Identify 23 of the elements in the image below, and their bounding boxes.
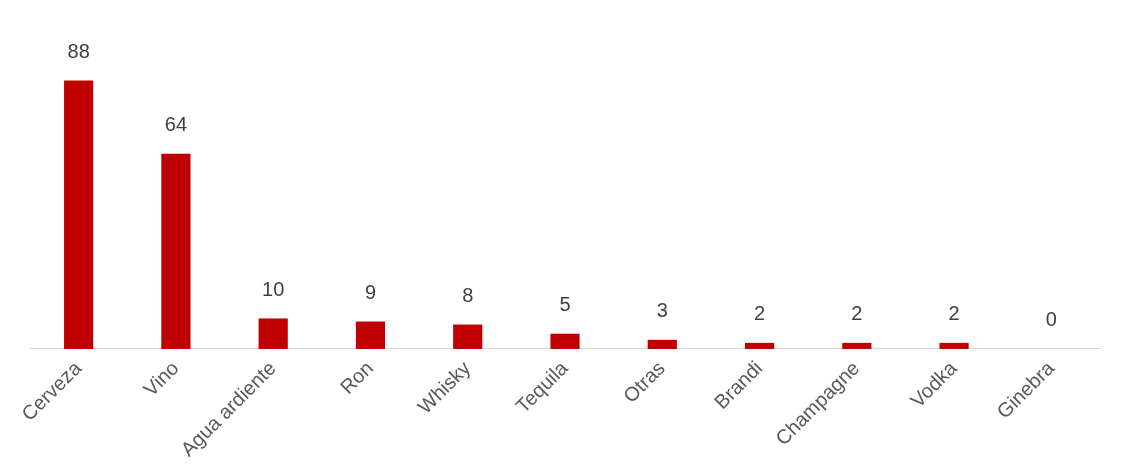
bar (647, 339, 677, 349)
bar (744, 342, 775, 349)
data-label: 64 (164, 113, 188, 136)
x-tick-label: Ron (335, 356, 378, 399)
data-label: 8 (462, 284, 474, 307)
data-label: 88 (67, 40, 90, 63)
data-label: 3 (656, 299, 668, 322)
data-label: 2 (948, 302, 960, 325)
bar (939, 342, 969, 349)
data-label: 2 (851, 302, 863, 325)
x-tick-label: Vino (139, 356, 183, 401)
bar (161, 153, 191, 349)
data-label: 10 (262, 277, 285, 300)
bar (258, 318, 288, 349)
bar (64, 80, 94, 349)
data-label: 9 (364, 281, 377, 304)
data-label: 5 (559, 293, 571, 316)
bar (355, 321, 386, 349)
bar (550, 333, 580, 349)
data-label: 2 (753, 302, 766, 325)
data-label: 0 (1045, 308, 1057, 331)
bar (453, 324, 483, 349)
bar (842, 342, 872, 349)
